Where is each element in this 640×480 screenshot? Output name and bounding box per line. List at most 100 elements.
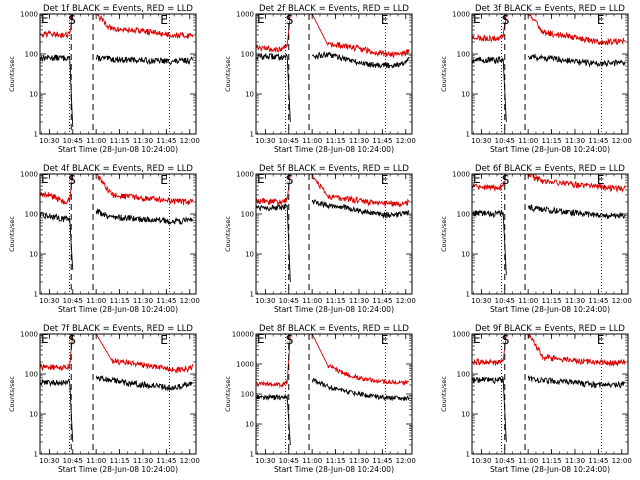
x-tick-label: 10:30: [255, 457, 275, 465]
y-tick-label: 1: [466, 291, 470, 299]
chart-title: Det 2f BLACK = Events, RED = LLD: [259, 4, 409, 14]
plot-frame: [39, 173, 197, 295]
y-tick-label: 1: [34, 291, 38, 299]
plot-area: [472, 14, 626, 123]
e-marker-label: E: [160, 333, 168, 347]
y-tick-label: 1: [250, 451, 254, 459]
chart-title: Det 9f BLACK = Events, RED = LLD: [475, 324, 625, 334]
y-tick-label: 10: [461, 91, 470, 99]
y-tick-label: 100: [241, 391, 254, 399]
x-tick-label: 12:00: [612, 297, 632, 305]
x-tick-label: 12:00: [396, 137, 416, 145]
y-tick-label: 10: [29, 251, 38, 259]
plot-area: [256, 174, 410, 283]
series-line-events: [40, 54, 193, 128]
x-tick-label: 10:30: [471, 137, 491, 145]
s-marker-label: S: [286, 173, 294, 187]
x-tick-label: 11:30: [565, 457, 585, 465]
y-tick-label: 1000: [236, 361, 254, 369]
series-line-events: [40, 374, 193, 443]
x-axis-label: Start Time (28-Jun-08 10:24:00): [274, 465, 394, 474]
x-tick-label: 11:00: [302, 297, 322, 305]
s-marker-label: S: [68, 173, 76, 187]
y-axis-label: Counts/sec: [8, 216, 16, 252]
chart-title: Det 3f BLACK = Events, RED = LLD: [475, 4, 625, 14]
x-tick-label: 10:45: [63, 137, 83, 145]
x-tick-label: 11:15: [541, 457, 561, 465]
y-tick-label: 1: [34, 131, 38, 139]
left-e-marker-label: E: [473, 172, 481, 186]
y-tick-label: 10: [29, 91, 38, 99]
series-line-lld: [256, 14, 410, 59]
left-e-marker-label: E: [257, 332, 265, 346]
y-axis-label: Counts/sec: [440, 376, 448, 412]
y-tick-label: 100: [457, 371, 470, 379]
e-marker-label: E: [381, 13, 389, 27]
x-tick-label: 11:45: [156, 137, 176, 145]
x-tick-label: 11:00: [86, 297, 106, 305]
x-tick-label: 11:45: [156, 297, 176, 305]
e-marker-label: E: [597, 13, 605, 27]
x-tick-label: 12:00: [396, 457, 416, 465]
y-tick-label: 1000: [236, 11, 254, 19]
series-line-events: [472, 375, 625, 443]
x-tick-label: 12:00: [396, 297, 416, 305]
x-tick-label: 11:30: [133, 297, 153, 305]
x-tick-label: 10:30: [39, 297, 59, 305]
y-tick-label: 1: [466, 131, 470, 139]
x-tick-label: 11:30: [133, 137, 153, 145]
left-e-marker-label: E: [41, 332, 49, 346]
series-line-lld: [256, 334, 410, 389]
x-tick-label: 10:30: [39, 457, 59, 465]
x-tick-label: 10:45: [279, 297, 299, 305]
x-axis-label: Start Time (28-Jun-08 10:24:00): [58, 145, 178, 154]
y-axis-label: Counts/sec: [440, 216, 448, 252]
y-tick-label: 100: [25, 51, 38, 59]
plot-frame: [471, 333, 629, 455]
x-tick-label: 11:45: [372, 297, 392, 305]
x-tick-label: 11:00: [518, 297, 538, 305]
s-marker-label: S: [68, 333, 76, 347]
series-line-lld: [472, 14, 626, 46]
series-line-lld: [40, 14, 194, 40]
plot-frame: [39, 333, 197, 455]
x-axis-label: Start Time (28-Jun-08 10:24:00): [274, 145, 394, 154]
plot-frame: [471, 173, 629, 295]
y-tick-label: 1: [34, 451, 38, 459]
x-tick-label: 10:30: [255, 137, 275, 145]
x-tick-label: 11:45: [372, 137, 392, 145]
e-marker-label: E: [597, 333, 605, 347]
e-marker-label: E: [597, 173, 605, 187]
series-line-events: [472, 53, 626, 123]
x-tick-label: 11:30: [349, 457, 369, 465]
x-axis-label: Start Time (28-Jun-08 10:24:00): [58, 305, 178, 314]
series-line-lld: [472, 334, 626, 367]
s-marker-label: S: [502, 333, 510, 347]
x-tick-label: 12:00: [612, 457, 632, 465]
x-tick-label: 12:00: [180, 297, 200, 305]
x-tick-label: 12:00: [180, 137, 200, 145]
plot-area: [40, 14, 194, 128]
series-line-events: [472, 203, 626, 275]
y-axis-label: Counts/sec: [224, 56, 232, 92]
x-tick-label: 11:45: [588, 297, 608, 305]
chart-title: Det 5f BLACK = Events, RED = LLD: [259, 164, 409, 174]
y-tick-label: 10: [245, 421, 254, 429]
s-marker-label: S: [286, 333, 294, 347]
plot-frame: [255, 173, 413, 295]
y-tick-label: 1: [466, 451, 470, 459]
plot-frame: [255, 13, 413, 135]
plot-area: [256, 14, 410, 123]
y-tick-label: 100: [25, 211, 38, 219]
y-tick-label: 100: [457, 51, 470, 59]
chart-title: Det 1f BLACK = Events, RED = LLD: [43, 4, 193, 14]
y-tick-label: 10: [29, 411, 38, 419]
y-axis-label: Counts/sec: [440, 56, 448, 92]
x-tick-label: 11:30: [133, 457, 153, 465]
x-tick-label: 11:45: [156, 457, 176, 465]
x-tick-label: 10:45: [495, 137, 515, 145]
chart-title: Det 8f BLACK = Events, RED = LLD: [259, 324, 409, 334]
